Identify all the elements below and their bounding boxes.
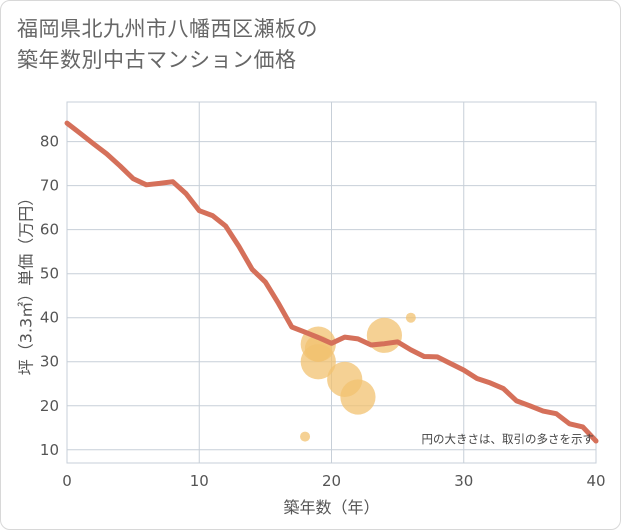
average-price-line bbox=[64, 120, 599, 444]
chart-title-line1: 福岡県北九州市八幡西区瀬板の bbox=[17, 17, 318, 41]
y-tick-label: 80 bbox=[40, 133, 59, 151]
x-tick-labels: 0 10 20 30 40 bbox=[62, 472, 605, 490]
bubble-point bbox=[300, 431, 311, 442]
bubble-size-note: 円の大きさは、取引の多さを示す bbox=[422, 432, 595, 446]
x-axis-label: 築年数（年） bbox=[283, 498, 379, 517]
x-tick-label: 10 bbox=[190, 472, 209, 490]
y-tick-label: 20 bbox=[40, 397, 59, 415]
bubble-point bbox=[340, 379, 376, 415]
grid-lines bbox=[67, 102, 596, 463]
y-tick-label: 70 bbox=[40, 177, 59, 195]
y-tick-label: 60 bbox=[40, 221, 59, 239]
y-tick-labels: 10 20 30 40 50 60 70 80 bbox=[40, 133, 59, 459]
x-tick-label: 40 bbox=[586, 472, 605, 490]
y-axis-label: 坪（3.3㎡）単価（万円） bbox=[17, 190, 36, 375]
bubble-point bbox=[300, 344, 336, 380]
y-tick-label: 30 bbox=[40, 353, 59, 371]
bubble-point bbox=[366, 317, 402, 353]
y-tick-label: 10 bbox=[40, 441, 59, 459]
chart-title-line2: 築年数別中古マンション価格 bbox=[17, 48, 297, 72]
x-tick-label: 20 bbox=[322, 472, 341, 490]
y-tick-label: 50 bbox=[40, 265, 59, 283]
plot-border bbox=[66, 101, 597, 464]
x-tick-label: 30 bbox=[454, 472, 473, 490]
x-tick-label: 0 bbox=[62, 472, 72, 490]
chart-title: 福岡県北九州市八幡西区瀬板の 築年数別中古マンション価格 bbox=[17, 14, 318, 76]
y-tick-label: 40 bbox=[40, 309, 59, 327]
bubble-series bbox=[300, 312, 416, 442]
bubble-point bbox=[405, 312, 416, 323]
